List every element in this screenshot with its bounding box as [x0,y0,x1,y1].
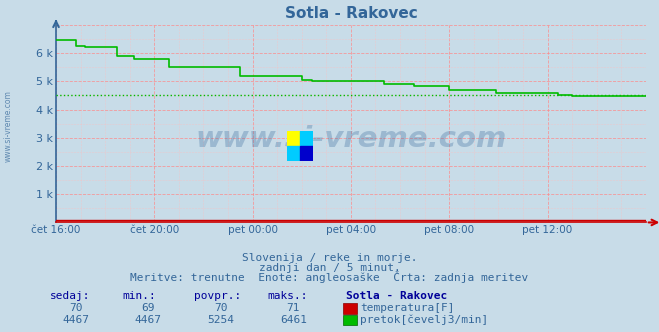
Text: 4467: 4467 [135,315,161,325]
Text: povpr.:: povpr.: [194,291,242,301]
Text: 70: 70 [214,303,227,313]
Text: 71: 71 [287,303,300,313]
Text: Slovenija / reke in morje.: Slovenija / reke in morje. [242,253,417,263]
Text: pretok[čevelj3/min]: pretok[čevelj3/min] [360,314,489,325]
Text: www.si-vreme.com: www.si-vreme.com [3,90,13,162]
Text: 6461: 6461 [280,315,306,325]
Text: Meritve: trenutne  Enote: angleosaške  Črta: zadnja meritev: Meritve: trenutne Enote: angleosaške Črt… [130,271,529,283]
Title: Sotla - Rakovec: Sotla - Rakovec [285,6,417,21]
Bar [300,146,313,161]
Text: 4467: 4467 [63,315,89,325]
Text: 69: 69 [142,303,155,313]
Text: sedaj:: sedaj: [49,291,90,301]
Bar [300,131,313,146]
Text: www.si-vreme.com: www.si-vreme.com [195,125,507,153]
Text: Sotla - Rakovec: Sotla - Rakovec [346,291,447,301]
Text: temperatura[F]: temperatura[F] [360,303,455,313]
Bar [287,146,300,161]
Text: 70: 70 [69,303,82,313]
Text: 5254: 5254 [208,315,234,325]
Text: min.:: min.: [122,291,156,301]
Text: zadnji dan / 5 minut.: zadnji dan / 5 minut. [258,263,401,273]
Bar [287,131,300,146]
Text: maks.:: maks.: [267,291,307,301]
